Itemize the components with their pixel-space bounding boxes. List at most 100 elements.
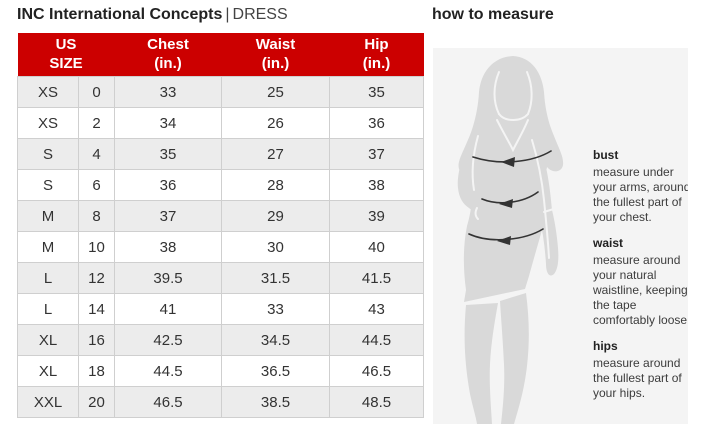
chest-cell: 39.5 bbox=[114, 262, 222, 294]
bust-arrowhead bbox=[501, 157, 515, 167]
face-frame-left-line bbox=[493, 71, 500, 115]
size-letter-cell: XL bbox=[17, 324, 79, 356]
table-row: L 12 39.5 31.5 41.5 bbox=[17, 262, 424, 294]
table-row: XL 18 44.5 36.5 46.5 bbox=[17, 355, 424, 387]
left-hand-line bbox=[474, 207, 479, 220]
table-row: XS 0 33 25 35 bbox=[17, 76, 424, 108]
brand-name: INC International Concepts bbox=[17, 6, 223, 23]
garment-category: DRESS bbox=[232, 6, 288, 23]
size-number-cell: 0 bbox=[78, 76, 115, 108]
chest-cell: 35 bbox=[114, 138, 222, 170]
waist-cell: 25 bbox=[221, 76, 330, 108]
size-letter-cell: M bbox=[17, 200, 79, 232]
hip-cell: 44.5 bbox=[329, 324, 424, 356]
waist-cell: 31.5 bbox=[221, 262, 330, 294]
chest-cell: 33 bbox=[114, 76, 222, 108]
title-separator: | bbox=[225, 6, 230, 23]
waist-cell: 33 bbox=[221, 293, 330, 325]
column-header-us-size: US SIZE bbox=[17, 33, 115, 77]
hip-cell: 41.5 bbox=[329, 262, 424, 294]
size-letter-cell: S bbox=[17, 138, 79, 170]
silhouette-right-leg bbox=[500, 293, 529, 424]
chest-cell: 41 bbox=[114, 293, 222, 325]
waist-label: waist bbox=[593, 236, 624, 250]
hips-label: hips bbox=[593, 339, 618, 353]
size-number-cell: 2 bbox=[78, 107, 115, 139]
size-chart-header-row: US SIZE Chest (in.) Waist (in.) Hip (in.) bbox=[17, 33, 424, 77]
hips-description: measure around the fullest part of your … bbox=[593, 356, 682, 400]
hip-cell: 43 bbox=[329, 293, 424, 325]
hip-cell: 36 bbox=[329, 107, 424, 139]
waist-cell: 28 bbox=[221, 169, 330, 201]
bust-arrow bbox=[472, 150, 552, 163]
chest-cell: 42.5 bbox=[114, 324, 222, 356]
table-row: XXL 20 46.5 38.5 48.5 bbox=[17, 386, 424, 418]
size-number-cell: 16 bbox=[78, 324, 115, 356]
size-number-cell: 14 bbox=[78, 293, 115, 325]
size-letter-cell: XXL bbox=[17, 386, 79, 418]
face-frame-right-line bbox=[526, 71, 533, 115]
waist-section: waist measure around your natural waistl… bbox=[593, 236, 688, 328]
how-to-measure-heading: how to measure bbox=[432, 6, 554, 23]
waist-cell: 27 bbox=[221, 138, 330, 170]
size-letter-cell: XS bbox=[17, 107, 79, 139]
chin-line bbox=[498, 113, 529, 121]
neckline-v bbox=[496, 119, 529, 153]
size-letter-cell: XL bbox=[17, 355, 79, 387]
hip-arrowhead bbox=[497, 236, 511, 245]
size-letter-cell: L bbox=[17, 293, 79, 325]
table-row: S 4 35 27 37 bbox=[17, 138, 424, 170]
waist-cell: 34.5 bbox=[221, 324, 330, 356]
size-number-cell: 4 bbox=[78, 138, 115, 170]
size-letter-cell: S bbox=[17, 169, 79, 201]
chest-cell: 46.5 bbox=[114, 386, 222, 418]
size-number-cell: 10 bbox=[78, 231, 115, 263]
how-to-measure-panel: bust measure under your arms, around the… bbox=[433, 48, 688, 424]
size-number-cell: 8 bbox=[78, 200, 115, 232]
hip-cell: 39 bbox=[329, 200, 424, 232]
bust-label: bust bbox=[593, 148, 619, 162]
hip-cell: 46.5 bbox=[329, 355, 424, 387]
bust-section: bust measure under your arms, around the… bbox=[593, 148, 688, 225]
silhouette-left-arm bbox=[457, 124, 491, 232]
size-number-cell: 20 bbox=[78, 386, 115, 418]
waist-cell: 38.5 bbox=[221, 386, 330, 418]
hip-cell: 48.5 bbox=[329, 386, 424, 418]
right-wrist-cuff-line bbox=[543, 206, 561, 213]
hip-cell: 38 bbox=[329, 169, 424, 201]
waist-cell: 30 bbox=[221, 231, 330, 263]
size-number-cell: 12 bbox=[78, 262, 115, 294]
chest-cell: 36 bbox=[114, 169, 222, 201]
waist-description: measure around your natural waistline, k… bbox=[593, 253, 688, 327]
table-row: S 6 36 28 38 bbox=[17, 169, 424, 201]
size-chart-table: US SIZE Chest (in.) Waist (in.) Hip (in.) XS… bbox=[17, 33, 424, 418]
column-header-chest: Chest (in.) bbox=[114, 33, 222, 77]
size-number-cell: 6 bbox=[78, 169, 115, 201]
size-letter-cell: L bbox=[17, 262, 79, 294]
waist-cell: 26 bbox=[221, 107, 330, 139]
left-arm-seam-line bbox=[471, 135, 479, 191]
table-row: M 8 37 29 39 bbox=[17, 200, 424, 232]
measure-instructions: bust measure under your arms, around the… bbox=[593, 148, 688, 412]
woman-silhouette-figure bbox=[457, 56, 564, 424]
size-letter-cell: M bbox=[17, 231, 79, 263]
waist-cell: 29 bbox=[221, 200, 330, 232]
table-row: XS 2 34 26 36 bbox=[17, 107, 424, 139]
table-row: M 10 38 30 40 bbox=[17, 231, 424, 263]
table-row: XL 16 42.5 34.5 44.5 bbox=[17, 324, 424, 356]
silhouette-left-leg bbox=[464, 303, 498, 424]
hip-cell: 35 bbox=[329, 76, 424, 108]
column-header-waist: Waist (in.) bbox=[221, 33, 330, 77]
hip-cell: 37 bbox=[329, 138, 424, 170]
bust-description: measure under your arms, around the full… bbox=[593, 165, 688, 224]
chest-cell: 38 bbox=[114, 231, 222, 263]
size-number-cell: 18 bbox=[78, 355, 115, 387]
hips-section: hips measure around the fullest part of … bbox=[593, 339, 688, 401]
table-row: L 14 41 33 43 bbox=[17, 293, 424, 325]
chest-cell: 34 bbox=[114, 107, 222, 139]
waist-cell: 36.5 bbox=[221, 355, 330, 387]
column-header-hip: Hip (in.) bbox=[329, 33, 424, 77]
chest-cell: 44.5 bbox=[114, 355, 222, 387]
chest-cell: 37 bbox=[114, 200, 222, 232]
hip-cell: 40 bbox=[329, 231, 424, 263]
